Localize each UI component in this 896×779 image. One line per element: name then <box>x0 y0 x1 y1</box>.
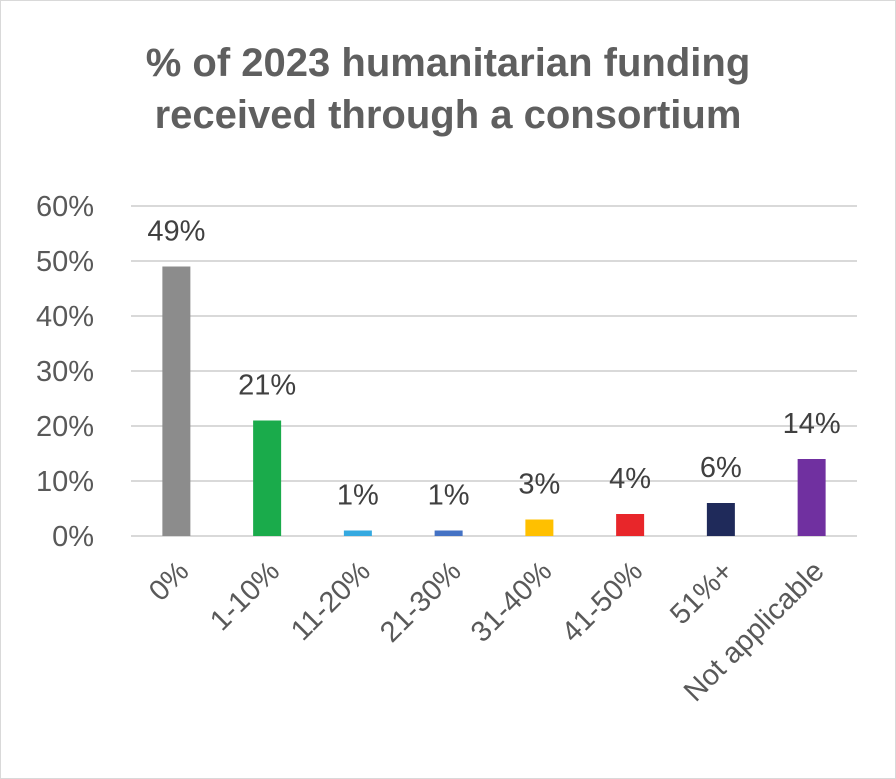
bar-3 <box>343 530 372 536</box>
y-tick-label-10: 10% <box>36 466 94 498</box>
data-label-5: 3% <box>518 469 560 501</box>
bar-1 <box>162 266 191 536</box>
data-label-6: 4% <box>609 463 651 495</box>
data-label-4: 1% <box>428 480 470 512</box>
bars <box>162 266 826 536</box>
category-labels: 0% 1-10%11-20%21-30%31-40%41-50% 51%+Not a… <box>143 555 831 708</box>
category-label-7: 51%+ <box>664 555 740 631</box>
y-tick-label-0: 0% <box>52 521 94 553</box>
data-label-1: 49% <box>147 216 205 248</box>
y-tick-label-60: 60% <box>36 191 94 223</box>
category-label-6: 41-50% <box>556 555 649 648</box>
chart-title-line-2: received through a consortium <box>154 93 742 137</box>
data-label-3: 1% <box>337 480 379 512</box>
category-label-3: 11-20% <box>285 555 377 647</box>
y-axis-tick-labels: 0% 10% 20% 30% 40% 50% 60% <box>36 191 94 553</box>
y-tick-label-50: 50% <box>36 246 94 278</box>
data-label-7: 6% <box>700 452 742 484</box>
y-tick-label-20: 20% <box>36 411 94 443</box>
data-label-8: 14% <box>783 408 841 440</box>
data-label-2: 21% <box>238 370 296 402</box>
bar-2 <box>253 420 282 536</box>
bar-7 <box>706 503 735 536</box>
bar-5 <box>525 519 554 536</box>
bar-4 <box>434 530 463 536</box>
chart-title: % of 2023 humanitarian funding received … <box>1 37 895 141</box>
y-tick-label-30: 30% <box>36 356 94 388</box>
category-label-1: 0% <box>143 555 195 607</box>
category-label-5: 31-40% <box>465 555 558 648</box>
category-label-2: 1-10% <box>204 555 286 637</box>
bar-8 <box>797 459 826 536</box>
bar-6 <box>616 514 645 536</box>
category-label-4: 21-30% <box>374 555 467 648</box>
gridlines <box>131 205 857 537</box>
data-labels: 49% 21% 1% 1% 3% 4% 6% 14% <box>147 216 840 512</box>
y-tick-label-40: 40% <box>36 301 94 333</box>
chart-title-line-1: % of 2023 humanitarian funding <box>145 41 751 85</box>
